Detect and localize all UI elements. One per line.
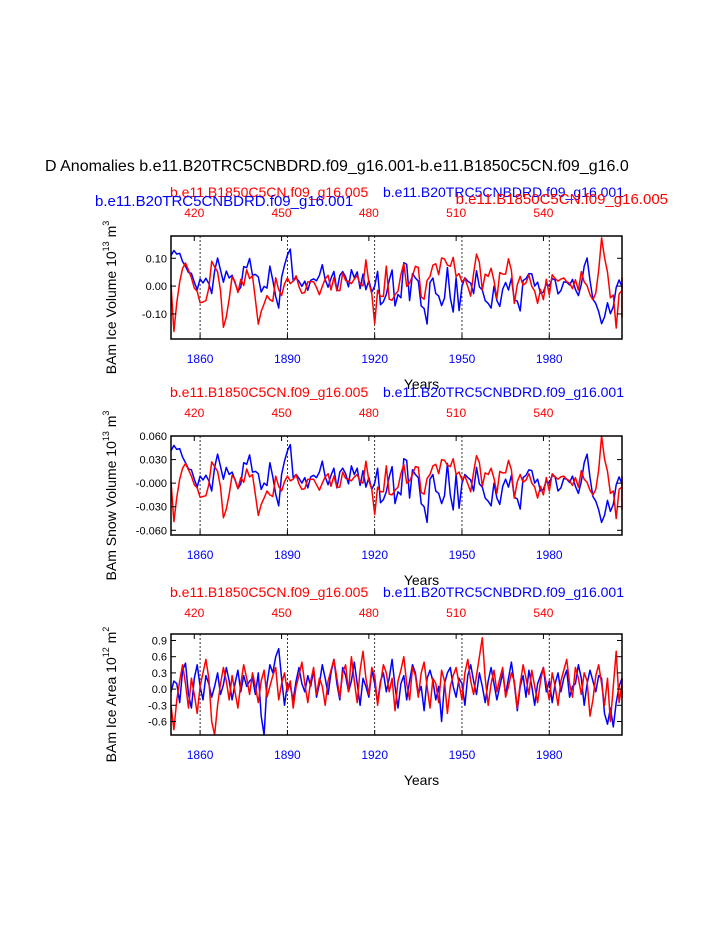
extra-label-right: b.e11.B1850C5CN.f09_g16.005 <box>456 191 668 208</box>
x-tick-label-bottom: 1890 <box>274 352 301 366</box>
x-tick-label-top: 540 <box>533 206 553 220</box>
x-tick-label-bottom: 1950 <box>449 352 476 366</box>
x-tick-label-top: 450 <box>272 206 292 220</box>
x-axis-label: Years <box>404 772 439 788</box>
x-tick-label-top: 480 <box>359 406 379 420</box>
x-tick-label-bottom: 1950 <box>449 748 476 762</box>
y-tick-label: -0.10 <box>142 309 167 321</box>
y-tick-label: -0.000 <box>136 478 167 490</box>
x-axis-label: Years <box>404 572 439 588</box>
x-tick-label-bottom: 1980 <box>536 748 563 762</box>
series-line-b20trc5cnbdrd <box>170 248 623 325</box>
x-tick-label-top: 420 <box>184 606 204 620</box>
top-label-right: b.e11.B20TRC5CNBDRD.f09_g16.001 <box>383 584 624 600</box>
y-axis-label-part: BAm Snow Volume 10 <box>103 441 119 581</box>
x-tick-label-bottom: 1920 <box>361 748 388 762</box>
y-axis-label-part: BAm Ice Area 10 <box>103 657 119 762</box>
y-tick-label: -0.060 <box>136 525 167 537</box>
top-label-right: b.e11.B20TRC5CNBDRD.f09_g16.001 <box>383 384 624 400</box>
chart-panel-3: -0.6 -0.3 0.0 0.3 0.6 0.9 1860 1890 1920 1950 1980… <box>101 584 624 788</box>
y-axis-label-superscript: 13 <box>101 431 111 441</box>
y-tick-label: -0.3 <box>148 700 167 712</box>
y-axis-label-superscript: 3 <box>101 221 111 226</box>
x-tick-label-bottom: 1860 <box>187 748 214 762</box>
x-tick-label-top: 450 <box>272 606 292 620</box>
y-tick-label: 0.10 <box>146 253 167 265</box>
extra-label-left: b.e11.B20TRC5CNBDRD.f09_g16.001 <box>95 193 353 210</box>
y-axis-label-part: BAm Ice Volume 10 <box>103 251 119 374</box>
y-axis-label: BAm Ice Area 1012 m2 <box>101 627 119 763</box>
top-label-left: b.e11.B1850C5CN.f09_g16.005 <box>170 384 368 400</box>
y-tick-label: 0.030 <box>139 455 167 467</box>
y-tick-label: 0.6 <box>152 652 167 664</box>
chart-panel-2: -0.060 -0.030 -0.000 0.030 0.060 1860 1890 1920… <box>101 384 624 588</box>
top-label-left: b.e11.B1850C5CN.f09_g16.005 <box>170 584 368 600</box>
chart-panel-1: -0.10 0.00 0.10 1860 1890 1920 1950 1980 420 450 4… <box>95 184 668 392</box>
x-tick-label-bottom: 1920 <box>361 352 388 366</box>
x-tick-label-bottom: 1980 <box>536 548 563 562</box>
y-axis-label-superscript: 12 <box>101 647 111 657</box>
x-tick-label-bottom: 1950 <box>449 548 476 562</box>
x-tick-label-bottom: 1890 <box>274 548 301 562</box>
plot-frame <box>170 235 623 340</box>
series-line-b1850c5cn <box>170 435 623 523</box>
figure-title: D Anomalies b.e11.B20TRC5CNBDRD.f09_g16.… <box>45 158 629 175</box>
top-label-right: b.e11.B20TRC5CNBDRD.f09_g16.001 <box>383 184 624 200</box>
x-tick-label-bottom: 1860 <box>187 548 214 562</box>
series-line-b1850c5cn <box>170 237 623 333</box>
y-axis-label-part: m <box>103 632 119 648</box>
x-tick-label-bottom: 1920 <box>361 548 388 562</box>
y-tick-label: 0.3 <box>152 668 167 680</box>
y-axis-label-superscript: 2 <box>101 627 111 632</box>
x-tick-label-bottom: 1890 <box>274 748 301 762</box>
y-axis-label-superscript: 13 <box>101 241 111 251</box>
x-axis-label: Years <box>404 376 439 392</box>
series-line-b20trc5cnbdrd <box>170 443 623 524</box>
x-tick-label-top: 450 <box>272 406 292 420</box>
x-tick-label-top: 420 <box>184 206 204 220</box>
x-tick-label-top: 480 <box>359 606 379 620</box>
top-label-left: b.e11.B1850C5CN.f09_g16.005 <box>170 184 368 200</box>
y-axis-label: BAm Snow Volume 1013 m3 <box>101 411 119 581</box>
x-tick-label-top: 480 <box>359 206 379 220</box>
plot-frame <box>170 435 623 536</box>
x-tick-label-top: 420 <box>184 406 204 420</box>
y-axis-label-superscript: 3 <box>101 411 111 416</box>
y-tick-label: -0.6 <box>148 716 167 728</box>
y-tick-label: 0.0 <box>152 684 167 696</box>
y-axis-label-part: m <box>103 416 119 432</box>
x-tick-label-top: 510 <box>446 406 466 420</box>
x-tick-label-top: 510 <box>446 606 466 620</box>
y-tick-label: 0.9 <box>152 635 167 647</box>
x-tick-label-bottom: 1980 <box>536 352 563 366</box>
series-line-b20trc5cnbdrd <box>170 647 623 736</box>
y-tick-label: -0.030 <box>136 502 167 514</box>
y-tick-label: 0.00 <box>146 281 167 293</box>
y-tick-label: 0.060 <box>139 431 167 443</box>
x-tick-label-top: 540 <box>533 406 553 420</box>
x-tick-label-top: 510 <box>446 206 466 220</box>
x-tick-label-top: 540 <box>533 606 553 620</box>
y-axis-label: BAm Ice Volume 1013 m3 <box>101 221 119 375</box>
y-axis-label-part: m <box>103 226 119 242</box>
series-line-b1850c5cn <box>170 637 623 736</box>
x-tick-label-bottom: 1860 <box>187 352 214 366</box>
plot-frame <box>170 633 623 736</box>
